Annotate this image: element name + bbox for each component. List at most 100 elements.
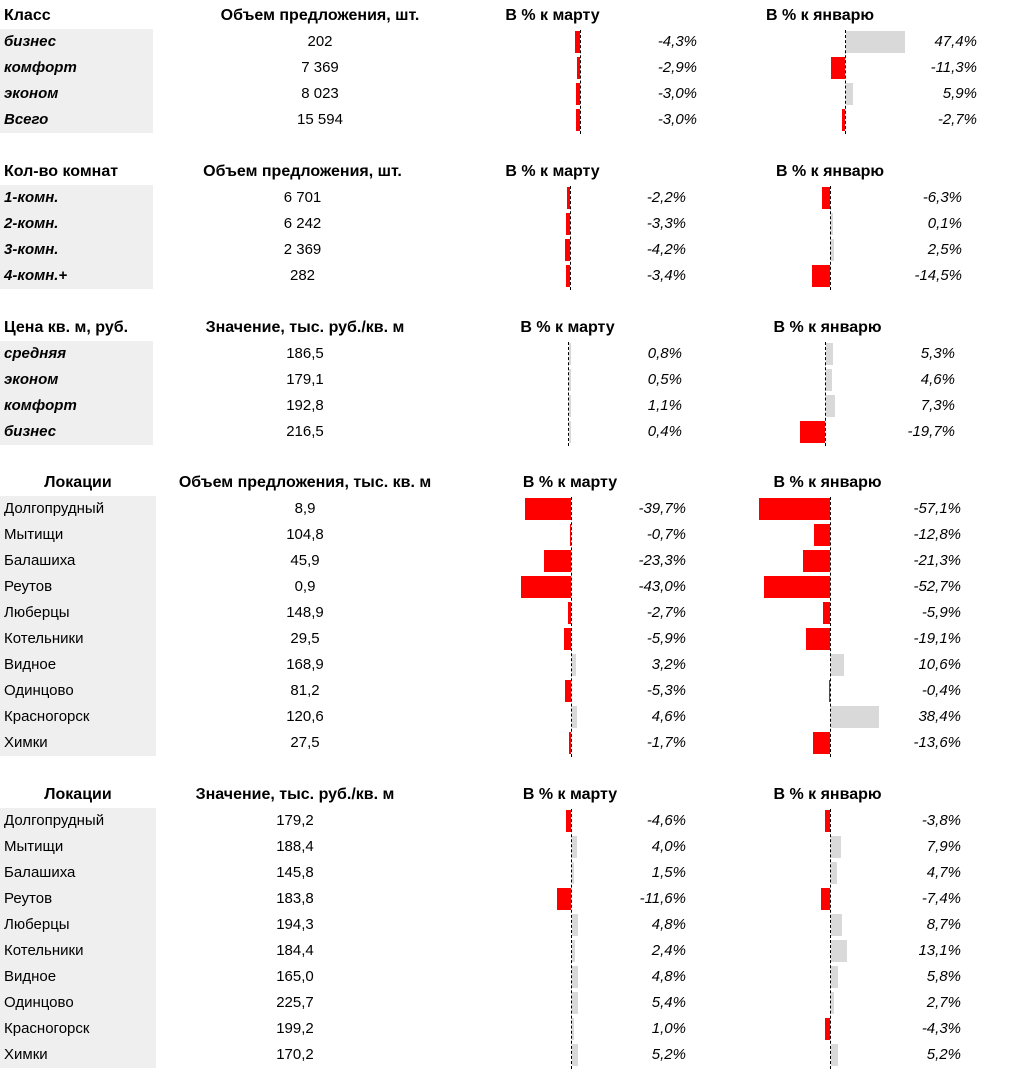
- pct-jan: 2,5%: [927, 241, 962, 258]
- row-label: эконом: [0, 81, 153, 107]
- pct-mar: 3,2%: [651, 656, 686, 673]
- row-label: 4-комн.+: [0, 263, 153, 289]
- pct-mar: -2,2%: [646, 189, 686, 206]
- axis-jan: [830, 186, 831, 290]
- row-value: 168,9: [286, 656, 324, 673]
- bar-mar: [572, 706, 578, 728]
- header-mar: В % к марту: [520, 319, 615, 336]
- row-value: 8,9: [294, 500, 316, 517]
- header-label: Локации: [44, 786, 112, 803]
- row-value: 186,5: [286, 345, 324, 362]
- header-label: Цена кв. м, руб.: [4, 319, 129, 336]
- bar-jan: [806, 628, 830, 650]
- pct-jan: -19,7%: [907, 423, 955, 440]
- row-value: 27,5: [290, 734, 320, 751]
- pct-mar: -3,0%: [657, 111, 697, 128]
- bar-mar: [567, 602, 571, 624]
- pct-jan: 8,7%: [926, 916, 961, 933]
- pct-jan: 10,6%: [918, 656, 961, 673]
- pct-jan: 4,6%: [920, 371, 955, 388]
- row-label: Одинцово: [0, 678, 156, 704]
- header-value: Объем предложения, тыс. кв. м: [178, 474, 432, 491]
- pct-jan: 5,2%: [926, 1046, 961, 1063]
- row-value: 192,8: [286, 397, 324, 414]
- axis-mar: [571, 497, 572, 757]
- row-value: 199,2: [276, 1020, 314, 1037]
- pct-mar: -4,3%: [657, 33, 697, 50]
- bar-mar: [569, 343, 571, 365]
- row-label: Реутов: [0, 886, 156, 912]
- bar-mar: [564, 628, 571, 650]
- bar-jan: [800, 421, 825, 443]
- bar-mar: [576, 109, 580, 131]
- row-label: Мытищи: [0, 522, 156, 548]
- bar-jan: [831, 1044, 838, 1066]
- pct-mar: -3,4%: [646, 267, 686, 284]
- row-value: 183,8: [276, 890, 314, 907]
- bar-jan: [841, 109, 845, 131]
- header-value: Значение, тыс. руб./кв. м: [195, 786, 395, 803]
- axis-jan: [845, 30, 846, 134]
- row-label: Люберцы: [0, 912, 156, 938]
- pct-mar: -5,3%: [646, 682, 686, 699]
- row-value: 145,8: [276, 864, 314, 881]
- row-label: Котельники: [0, 626, 156, 652]
- row-value: 184,4: [276, 942, 314, 959]
- pct-mar: 0,8%: [647, 345, 682, 362]
- row-value: 7 369: [301, 59, 339, 76]
- header-value: Значение, тыс. руб./кв. м: [205, 319, 405, 336]
- row-label: средняя: [0, 341, 153, 367]
- pct-mar: -0,7%: [646, 526, 686, 543]
- bar-mar: [564, 680, 571, 702]
- bar-mar: [572, 654, 576, 676]
- pct-mar: 0,4%: [647, 423, 682, 440]
- row-value: 148,9: [286, 604, 324, 621]
- bar-jan: [820, 888, 830, 910]
- header-jan: В % к январю: [773, 786, 882, 803]
- bar-mar: [524, 498, 571, 520]
- row-label: Видное: [0, 652, 156, 678]
- pct-mar: 5,2%: [651, 1046, 686, 1063]
- axis-mar: [570, 186, 571, 290]
- row-value: 0,9: [294, 578, 316, 595]
- pct-jan: 5,3%: [920, 345, 955, 362]
- row-label: Химки: [0, 730, 156, 756]
- row-label: Всего: [0, 107, 153, 133]
- bar-jan: [822, 187, 830, 209]
- pct-jan: -4,3%: [921, 1020, 961, 1037]
- pct-jan: 7,3%: [920, 397, 955, 414]
- row-value: 15 594: [297, 111, 343, 128]
- header-label: Класс: [4, 7, 51, 24]
- bar-mar: [520, 576, 571, 598]
- pct-jan: -21,3%: [913, 552, 961, 569]
- bar-mar: [572, 914, 578, 936]
- bar-jan: [846, 31, 906, 53]
- pct-jan: 4,7%: [926, 864, 961, 881]
- pct-jan: -5,9%: [921, 604, 961, 621]
- row-label: эконом: [0, 367, 153, 393]
- bar-mar: [543, 550, 571, 572]
- bar-jan: [846, 83, 854, 105]
- row-label: 1-комн.: [0, 185, 153, 211]
- row-label: Красногорск: [0, 704, 156, 730]
- bar-jan: [831, 239, 835, 261]
- bar-mar: [576, 83, 580, 105]
- row-value: 165,0: [276, 968, 314, 985]
- row-value: 225,7: [276, 994, 314, 1011]
- pct-jan: 7,9%: [926, 838, 961, 855]
- pct-jan: -57,1%: [913, 500, 961, 517]
- axis-jan: [830, 809, 831, 1069]
- pct-mar: -23,3%: [638, 552, 686, 569]
- pct-jan: -14,5%: [914, 267, 962, 284]
- row-label: Реутов: [0, 574, 156, 600]
- pct-mar: -43,0%: [638, 578, 686, 595]
- row-label: Люберцы: [0, 600, 156, 626]
- pct-jan: -2,7%: [937, 111, 977, 128]
- row-label: Одинцово: [0, 990, 156, 1016]
- bar-mar: [567, 187, 570, 209]
- row-value: 6 701: [283, 189, 322, 206]
- pct-mar: 4,8%: [651, 968, 686, 985]
- bar-mar: [572, 940, 575, 962]
- pct-jan: -7,4%: [921, 890, 961, 907]
- pct-jan: 0,1%: [927, 215, 962, 232]
